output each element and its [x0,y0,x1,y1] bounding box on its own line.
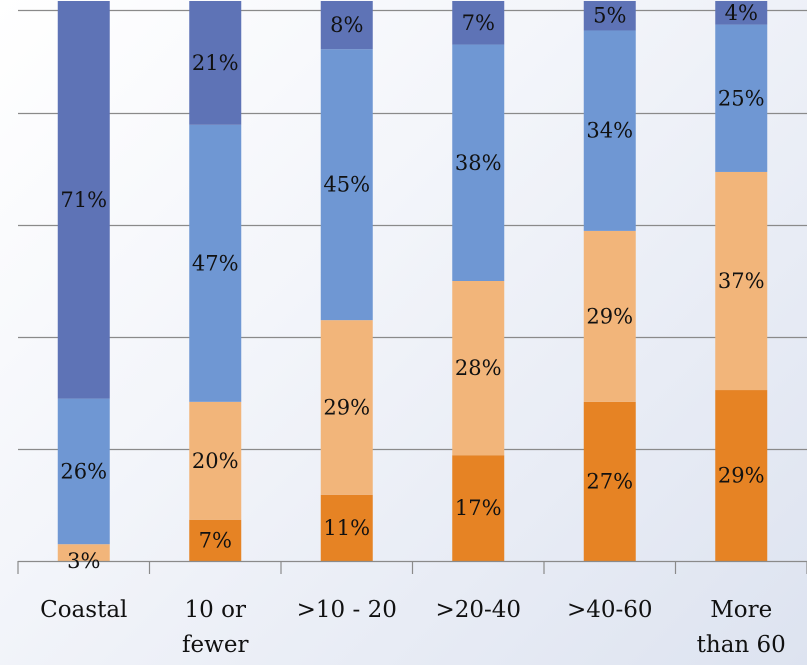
category-label: 10 or fewer [182,597,248,658]
data-label: 34% [586,119,633,143]
bar-segment [320,49,373,321]
category-label: >40-60 [567,597,653,623]
data-label: 7% [462,11,495,35]
category-label: More than 60 [697,597,786,658]
bar-segment [189,519,242,561]
bar-segment [583,401,636,561]
data-label: 4% [725,1,758,25]
data-label: 8% [330,13,363,37]
data-label: 29% [586,304,633,328]
data-label: 20% [192,449,239,473]
category-labels: Coastal 10 or fewer >10 - 20 >20-40 >40-60 Mor… [40,597,786,658]
data-label: 21% [192,51,239,75]
bar-segment [715,171,768,391]
bar-segment [189,401,242,520]
bar-segment [57,398,110,545]
bar-segment [715,390,768,561]
data-label: 11% [323,516,370,540]
bar-segment [452,1,505,45]
data-label: 29% [718,464,765,488]
data-label: 17% [455,496,502,520]
x-axis [17,560,807,574]
data-label: 38% [455,151,502,175]
bar-segment [320,320,373,495]
data-label: 28% [455,356,502,380]
bar-segment [583,1,636,31]
bar-segment [452,455,505,561]
bar-segment [452,44,505,281]
data-label: 37% [718,269,765,293]
bar-segment [583,30,636,231]
data-label: 25% [718,86,765,110]
data-label: 26% [60,459,107,483]
data-labels: 3% 26% 71% 7% 20% 47% 21% 11% 29% 45% 8% 17% 28% 38% 7… [60,1,764,573]
category-label: >20-40 [435,597,521,623]
gridlines [18,9,807,451]
bar-segment [189,124,242,402]
bars [57,1,768,561]
data-label: 29% [323,395,370,419]
bar-segment [320,1,373,50]
data-label: 45% [323,173,370,197]
data-label: 47% [192,251,239,275]
data-label: 3% [67,549,100,573]
data-label: 27% [586,469,633,493]
data-label: 71% [60,188,107,212]
bar-segment [57,1,110,399]
bar-segment [320,494,373,561]
category-label: >10 - 20 [297,597,397,623]
data-label: 7% [199,528,232,552]
data-label: 5% [593,4,626,28]
bar-segment [57,544,110,561]
bar-segment [583,230,636,402]
bar-segment [452,281,505,456]
bar-segment [715,24,768,172]
category-label: Coastal [40,597,127,623]
bar-segment [715,1,768,25]
bar-segment [189,1,242,125]
